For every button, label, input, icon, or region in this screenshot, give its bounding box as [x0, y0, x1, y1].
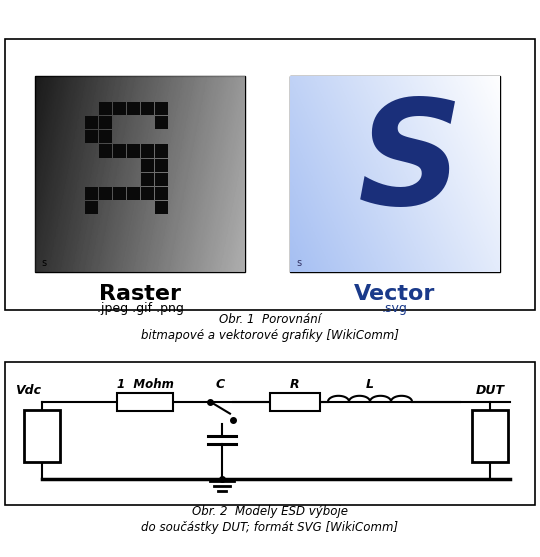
Bar: [141, 144, 154, 158]
Bar: [85, 187, 98, 199]
Bar: [141, 159, 154, 172]
Bar: [24, 409, 60, 462]
Bar: [99, 187, 112, 199]
Bar: [155, 201, 168, 214]
Bar: [113, 187, 126, 199]
Text: Obr. 1  Porovnání: Obr. 1 Porovnání: [219, 313, 321, 326]
Text: s: s: [296, 258, 301, 268]
Bar: [141, 173, 154, 185]
Bar: [141, 102, 154, 115]
Text: R: R: [290, 378, 300, 390]
Bar: [85, 201, 98, 214]
Bar: [155, 116, 168, 129]
Bar: [270, 393, 320, 411]
Bar: [35, 76, 245, 272]
Bar: [290, 76, 500, 272]
Bar: [155, 159, 168, 172]
Text: 1  Mohm: 1 Mohm: [117, 378, 173, 390]
Bar: [85, 130, 98, 144]
Text: DUT: DUT: [476, 384, 505, 397]
Text: bitmapové a vektorové grafiky [WikiComm]: bitmapové a vektorové grafiky [WikiComm]: [141, 329, 399, 342]
Bar: [117, 393, 173, 411]
Bar: [155, 173, 168, 185]
Text: s: s: [41, 258, 46, 268]
Bar: [155, 102, 168, 115]
Bar: [141, 187, 154, 199]
Bar: [85, 116, 98, 129]
Bar: [99, 130, 112, 144]
Text: Obr. 2  Modely ESD výboje: Obr. 2 Modely ESD výboje: [192, 505, 348, 519]
Bar: [155, 187, 168, 199]
Bar: [127, 187, 140, 199]
Text: Raster: Raster: [99, 284, 181, 304]
Text: .jpeg .gif .png: .jpeg .gif .png: [97, 302, 184, 315]
Bar: [113, 144, 126, 158]
Text: Vector: Vector: [354, 284, 436, 304]
Bar: [99, 102, 112, 115]
Bar: [127, 144, 140, 158]
Bar: [155, 144, 168, 158]
Bar: [472, 409, 508, 462]
Text: do součástky DUT; formát SVG [WikiComm]: do součástky DUT; formát SVG [WikiComm]: [141, 521, 399, 534]
Text: .svg: .svg: [382, 302, 408, 315]
Text: Vdc: Vdc: [15, 384, 41, 397]
Bar: [127, 102, 140, 115]
Text: C: C: [215, 378, 225, 390]
Bar: [99, 144, 112, 158]
Text: L: L: [366, 378, 374, 390]
Bar: [99, 116, 112, 129]
Text: S: S: [357, 94, 462, 234]
Bar: [113, 102, 126, 115]
